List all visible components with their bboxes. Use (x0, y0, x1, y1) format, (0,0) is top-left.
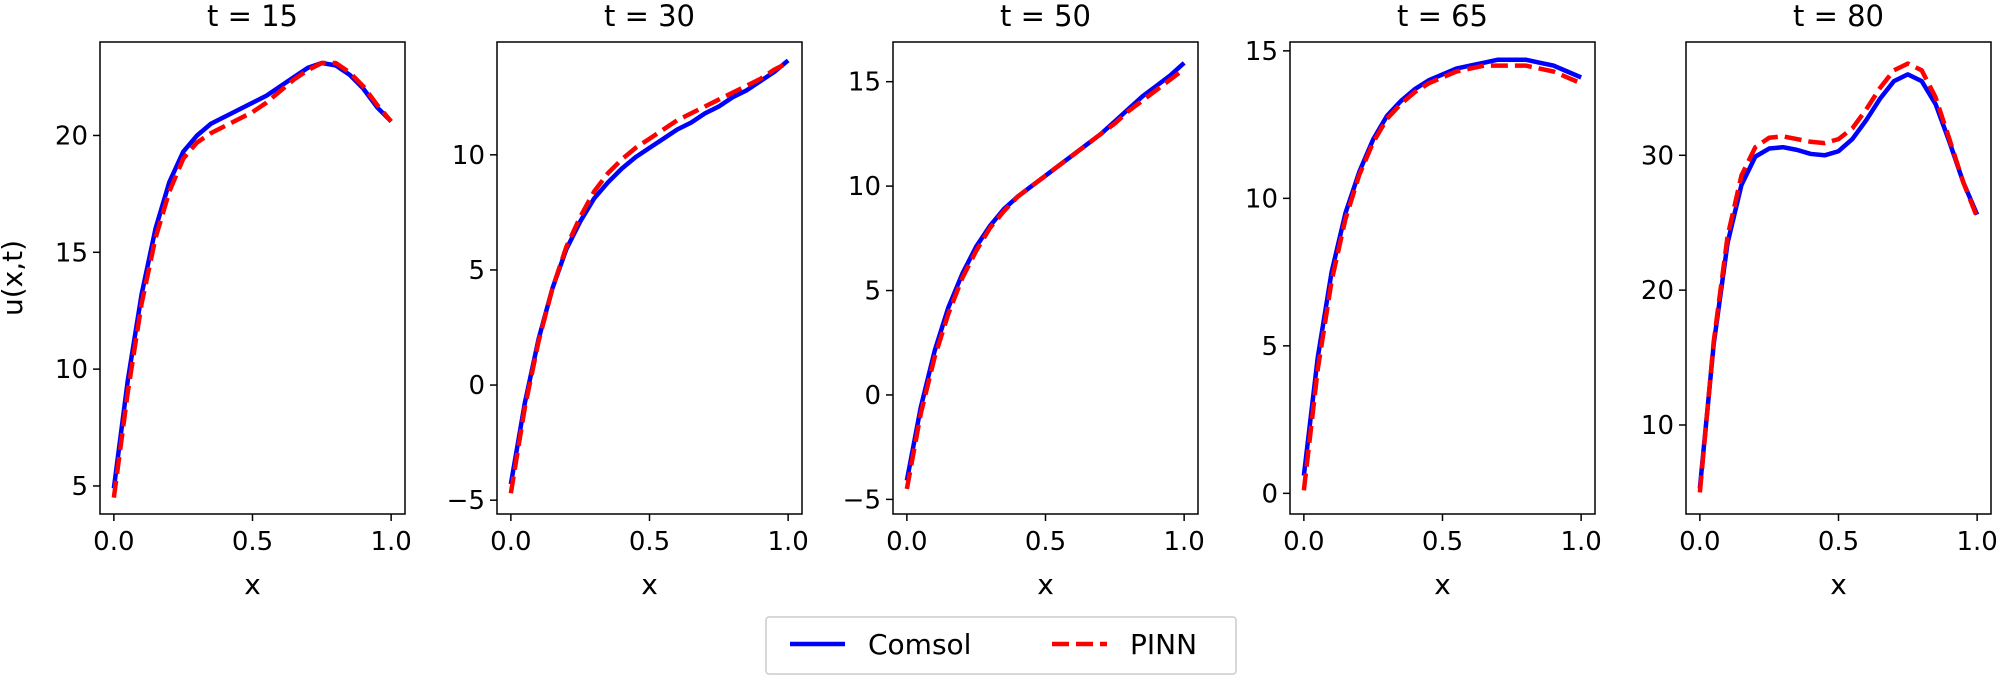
y-tick-label: 5 (468, 256, 485, 286)
series-group (904, 61, 1186, 490)
legend-label-comsol: Comsol (868, 628, 971, 661)
x-tick-label: 0.0 (1283, 527, 1324, 557)
y-tick-label: 10 (1245, 184, 1278, 214)
subplot-title: t = 80 (1793, 0, 1884, 33)
x-tick-label: 0.5 (629, 527, 670, 557)
y-tick-label: 15 (55, 238, 88, 268)
series-group (1697, 61, 1980, 493)
legend-label-pinn: PINN (1130, 628, 1197, 661)
series-group (1301, 57, 1583, 491)
subplot-2: 0.0 0.5 1.0 −5 0 5 10 t = 30 x (447, 0, 809, 601)
series-line-pinn (508, 60, 790, 494)
series-line-comsol (904, 61, 1186, 481)
subplot-1: 0.0 0.5 1.0 5 10 15 20 t = 15 x u(x,t) (0, 0, 412, 601)
y-tick-label: 10 (452, 141, 485, 171)
series-line-pinn (904, 67, 1186, 490)
x-axis-label: x (1830, 568, 1847, 601)
x-tick-label: 0.0 (886, 527, 927, 557)
y-tick-label: 10 (1641, 411, 1674, 441)
series-line-comsol (1697, 72, 1980, 489)
x-tick-label: 1.0 (370, 527, 411, 557)
y-tick-label: 0 (864, 381, 881, 411)
x-tick-label: 1.0 (1560, 527, 1601, 557)
y-tick-label: −5 (447, 486, 485, 516)
x-tick-label: 1.0 (767, 527, 808, 557)
y-tick-label: 5 (71, 472, 88, 502)
y-axis-label: u(x,t) (0, 240, 29, 316)
subplot-grid: 0.0 0.5 1.0 5 10 15 20 t = 15 x u(x,t) 0.0 0.5 1.0 −5… (0, 0, 1998, 601)
x-tick-label: 0.0 (1679, 527, 1720, 557)
y-tick-label: −5 (843, 485, 881, 515)
series-line-pinn (1301, 63, 1583, 491)
series-line-comsol (111, 60, 393, 489)
y-tick-label: 15 (848, 68, 881, 98)
y-tick-label: 15 (1245, 37, 1278, 67)
x-tick-label: 1.0 (1163, 527, 1204, 557)
plot-frame (496, 41, 803, 515)
x-tick-label: 0.5 (1422, 527, 1463, 557)
series-group (111, 60, 393, 498)
y-tick-label: 10 (848, 172, 881, 202)
y-tick-label: 20 (1641, 276, 1674, 306)
x-tick-label: 0.5 (232, 527, 273, 557)
series-line-pinn (111, 60, 393, 498)
y-tick-label: 0 (1261, 479, 1278, 509)
subplot-3: 0.0 0.5 1.0 −5 0 5 10 15 t = 50 x (843, 0, 1205, 601)
y-tick-label: 20 (55, 121, 88, 151)
y-tick-label: 0 (468, 371, 485, 401)
x-tick-label: 0.0 (490, 527, 531, 557)
subplot-title: t = 30 (604, 0, 695, 33)
x-tick-label: 0.0 (93, 527, 134, 557)
subplot-title: t = 50 (1000, 0, 1091, 33)
y-tick-label: 5 (1261, 332, 1278, 362)
series-group (508, 58, 790, 494)
subplot-title: t = 65 (1397, 0, 1488, 33)
x-axis-label: x (641, 568, 658, 601)
legend-frame (765, 616, 1237, 675)
series-line-comsol (1301, 57, 1583, 476)
x-axis-label: x (244, 568, 261, 601)
subplot-4: 0.0 0.5 1.0 0 5 10 15 t = 65 x (1245, 0, 1602, 601)
y-tick-label: 30 (1641, 141, 1674, 171)
x-tick-label: 1.0 (1956, 527, 1997, 557)
x-axis-label: x (1434, 568, 1451, 601)
plot-frame (1685, 41, 1992, 515)
series-line-comsol (508, 58, 790, 485)
series-line-pinn (1697, 61, 1980, 493)
subplot-title: t = 15 (207, 0, 298, 33)
x-axis-label: x (1037, 568, 1054, 601)
legend: Comsol PINN (765, 616, 1237, 675)
y-tick-label: 5 (864, 277, 881, 307)
x-tick-label: 0.5 (1025, 527, 1066, 557)
x-tick-label: 0.5 (1818, 527, 1859, 557)
plot-frame (892, 41, 1199, 515)
y-tick-label: 10 (55, 355, 88, 385)
plot-frame (1289, 41, 1596, 515)
subplot-5: 0.0 0.5 1.0 10 20 30 t = 80 x (1641, 0, 1998, 601)
